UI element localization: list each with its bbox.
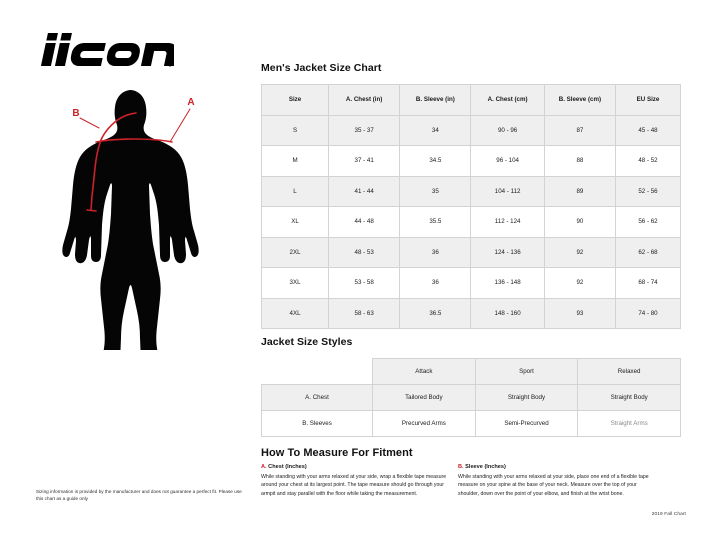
col-header-sleeve-in: B. Sleeve (in) (399, 84, 472, 116)
chart-season-footer: 2019 Fall Chart (651, 512, 686, 517)
cell-sleeve-in: 36.5 (399, 297, 472, 329)
styles-header-row: Attack Sport Relaxed (262, 358, 681, 385)
cell-eu-size: 74 - 80 (615, 297, 681, 329)
cell-sleeve-cm: 87 (543, 114, 617, 146)
table-row: 4XL 58 - 63 36.5 148 - 160 93 74 - 80 (260, 297, 681, 329)
styles-cell-sport: Semi-Precurved (474, 410, 579, 437)
fitment-note-sleeve-heading: B. Sleeve (Inches) (458, 463, 658, 472)
left-panel: A B Sizing information is provided by th… (0, 0, 258, 540)
table-row: S 35 - 37 34 90 - 96 87 45 - 48 (260, 114, 681, 146)
styles-cell-relaxed: Straight Arms (577, 410, 681, 437)
size-chart-title: Men's Jacket Size Chart (261, 62, 382, 74)
icon-logo (34, 28, 174, 72)
cell-chest-in: 44 - 48 (328, 206, 401, 238)
fitment-title: How To Measure For Fitment (261, 447, 413, 459)
fitment-mark-b: B. (458, 464, 464, 470)
cell-chest-in: 37 - 41 (328, 145, 401, 177)
measurement-figure: A B (52, 82, 232, 350)
cell-chest-in: 41 - 44 (328, 175, 401, 207)
cell-size: 2XL (260, 236, 330, 268)
cell-chest-cm: 104 - 112 (470, 175, 545, 207)
disclaimer-text: Sizing information is provided by the ma… (36, 489, 242, 502)
jacket-styles-table: Attack Sport Relaxed A. Chest Tailored B… (260, 358, 681, 437)
size-chart-table: Size A. Chest (in) B. Sleeve (in) A. Che… (260, 84, 681, 329)
cell-size: L (260, 175, 330, 207)
cell-sleeve-cm: 89 (543, 175, 617, 207)
cell-sleeve-in: 35.5 (399, 206, 472, 238)
figure-label-b: B (72, 108, 79, 119)
cell-size: XL (260, 206, 330, 238)
fitment-note-chest-heading: A. Chest (Inches) (261, 463, 449, 472)
right-panel: Men's Jacket Size Chart Size A. Chest (i… (258, 0, 720, 540)
cell-chest-in: 53 - 58 (328, 267, 401, 299)
cell-sleeve-in: 36 (399, 236, 472, 268)
cell-eu-size: 48 - 52 (615, 145, 681, 177)
styles-cell-attack: Tailored Body (372, 384, 476, 411)
cell-sleeve-in: 35 (399, 175, 472, 207)
table-row: XL 44 - 48 35.5 112 - 124 90 56 - 62 (260, 206, 681, 238)
cell-chest-cm: 90 - 96 (470, 114, 545, 146)
cell-sleeve-in: 36 (399, 267, 472, 299)
jacket-styles-title: Jacket Size Styles (261, 336, 353, 348)
cell-chest-in: 48 - 53 (328, 236, 401, 268)
table-row: L 41 - 44 35 104 - 112 89 52 - 56 (260, 175, 681, 207)
styles-col-relaxed: Relaxed (577, 358, 681, 385)
cell-sleeve-cm: 93 (543, 297, 617, 329)
cell-eu-size: 68 - 74 (615, 267, 681, 299)
cell-sleeve-in: 34 (399, 114, 472, 146)
styles-row: A. Chest Tailored Body Straight Body Str… (260, 384, 681, 411)
cell-chest-in: 58 - 63 (328, 297, 401, 329)
cell-chest-in: 35 - 37 (328, 114, 401, 146)
cell-eu-size: 45 - 48 (615, 114, 681, 146)
styles-cell-attack: Precurved Arms (372, 410, 476, 437)
styles-cell-relaxed: Straight Body (577, 384, 681, 411)
cell-chest-cm: 148 - 160 (470, 297, 545, 329)
table-row: 3XL 53 - 58 36 136 - 148 92 68 - 74 (260, 267, 681, 299)
measurement-lines (79, 108, 191, 212)
col-header-chest-cm: A. Chest (cm) (470, 84, 545, 116)
col-header-sleeve-cm: B. Sleeve (cm) (543, 84, 617, 116)
fitment-mark-a: A. (261, 464, 267, 470)
styles-col-attack: Attack (372, 358, 476, 385)
styles-rowhead-sleeves: B. Sleeves (260, 410, 374, 437)
col-header-eu-size: EU Size (615, 84, 681, 116)
table-row: M 37 - 41 34.5 96 - 104 88 48 - 52 (260, 145, 681, 177)
fitment-body-sleeve: While standing with your arms relaxed at… (458, 474, 649, 497)
styles-row: B. Sleeves Precurved Arms Semi-Precurved… (260, 410, 681, 437)
cell-sleeve-cm: 92 (543, 267, 617, 299)
cell-chest-cm: 136 - 148 (470, 267, 545, 299)
col-header-chest-in: A. Chest (in) (328, 84, 401, 116)
table-header-row: Size A. Chest (in) B. Sleeve (in) A. Che… (260, 84, 681, 116)
styles-cell-sport: Straight Body (474, 384, 579, 411)
styles-rowhead-chest: A. Chest (260, 384, 374, 411)
cell-sleeve-cm: 88 (543, 145, 617, 177)
fitment-note-chest: A. Chest (Inches) While standing with yo… (261, 463, 449, 498)
fitment-body-chest: While standing with your arms relaxed at… (261, 474, 447, 497)
styles-col-sport: Sport (474, 358, 579, 385)
cell-chest-cm: 96 - 104 (470, 145, 545, 177)
cell-eu-size: 56 - 62 (615, 206, 681, 238)
styles-corner-cell (262, 359, 373, 385)
cell-size: 3XL (260, 267, 330, 299)
cell-sleeve-cm: 90 (543, 206, 617, 238)
cell-eu-size: 62 - 68 (615, 236, 681, 268)
cell-size: 4XL (260, 297, 330, 329)
figure-label-a: A (187, 97, 194, 108)
cell-chest-cm: 124 - 136 (470, 236, 545, 268)
fitment-heading-sleeve: Sleeve (Inches) (465, 464, 506, 470)
cell-sleeve-cm: 92 (543, 236, 617, 268)
cell-size: S (260, 114, 330, 146)
cell-chest-cm: 112 - 124 (470, 206, 545, 238)
fitment-heading-chest: Chest (Inches) (268, 464, 307, 470)
table-row: 2XL 48 - 53 36 124 - 136 92 62 - 68 (260, 236, 681, 268)
cell-eu-size: 52 - 56 (615, 175, 681, 207)
col-header-size: Size (260, 84, 330, 116)
cell-size: M (260, 145, 330, 177)
cell-sleeve-in: 34.5 (399, 145, 472, 177)
fitment-note-sleeve: B. Sleeve (Inches) While standing with y… (458, 463, 658, 498)
